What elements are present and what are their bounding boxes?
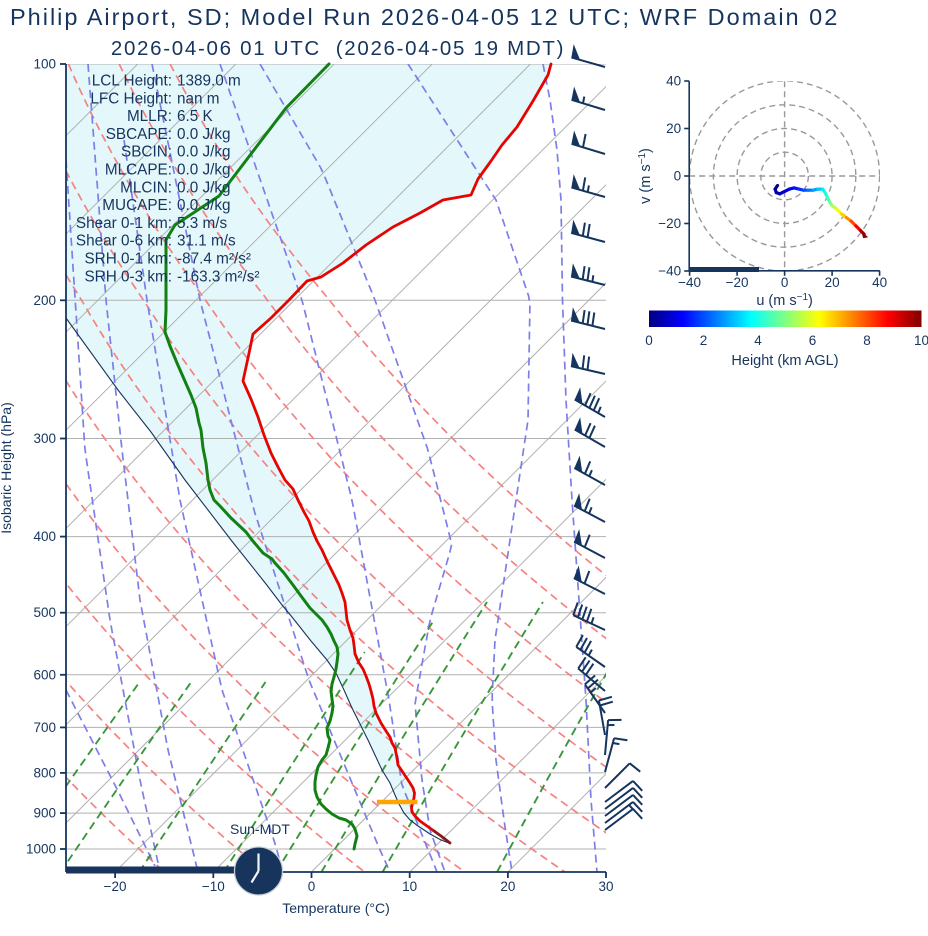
svg-text:20: 20	[666, 121, 681, 136]
svg-text:900: 900	[33, 806, 56, 821]
svg-text:40: 40	[872, 275, 887, 290]
svg-text:700: 700	[33, 720, 56, 735]
svg-text:MUCAPE:: MUCAPE:	[102, 197, 172, 214]
svg-text:600: 600	[33, 667, 56, 682]
svg-text:0.0 J/kg: 0.0 J/kg	[177, 144, 231, 161]
svg-text:MLCIN:: MLCIN:	[120, 179, 172, 196]
svg-text:6: 6	[809, 333, 817, 348]
svg-text:0: 0	[645, 333, 653, 348]
svg-text:1000: 1000	[26, 842, 56, 857]
svg-text:0.0 J/kg: 0.0 J/kg	[177, 179, 231, 196]
svg-text:0: 0	[781, 275, 789, 290]
svg-text:2: 2	[700, 333, 708, 348]
svg-text:8: 8	[863, 333, 871, 348]
svg-text:0: 0	[674, 169, 682, 184]
svg-text:2026-04-06 01 UTC (2026-04-05: 2026-04-06 01 UTC (2026-04-05 19 MDT)	[111, 37, 565, 60]
svg-text:LCL Height:: LCL Height:	[92, 73, 172, 90]
svg-text:31.1 m/s: 31.1 m/s	[177, 233, 236, 250]
svg-text:300: 300	[33, 431, 56, 446]
svg-text:−10: −10	[202, 879, 225, 894]
svg-text:MLCAPE:: MLCAPE:	[105, 162, 172, 179]
svg-text:0.0 J/kg: 0.0 J/kg	[177, 126, 231, 143]
svg-text:0.0 J/kg: 0.0 J/kg	[177, 197, 231, 214]
svg-text:MLLR:: MLLR:	[127, 108, 172, 125]
svg-text:Sun-MDT: Sun-MDT	[230, 821, 290, 837]
svg-text:SBCIN:: SBCIN:	[121, 144, 172, 161]
svg-text:Height (km AGL): Height (km AGL)	[731, 353, 838, 369]
svg-text:100: 100	[33, 57, 56, 72]
svg-text:500: 500	[33, 605, 56, 620]
svg-text:5.3 m/s: 5.3 m/s	[177, 215, 228, 232]
svg-text:800: 800	[33, 765, 56, 780]
svg-text:−20: −20	[658, 216, 681, 231]
svg-text:0: 0	[308, 879, 316, 894]
svg-text:4: 4	[754, 333, 762, 348]
svg-text:−40: −40	[658, 264, 681, 279]
svg-text:SRH 0-1 km:: SRH 0-1 km:	[84, 251, 172, 268]
svg-text:LFC Height:: LFC Height:	[90, 90, 172, 107]
svg-text:SRH 0-3 km:: SRH 0-3 km:	[84, 268, 172, 285]
svg-text:−20: −20	[104, 879, 127, 894]
svg-text:Shear 0-1 km:: Shear 0-1 km:	[76, 215, 172, 232]
svg-text:nan m: nan m	[177, 90, 220, 107]
svg-text:−40: −40	[678, 275, 701, 290]
svg-text:-163.3 m²/s²: -163.3 m²/s²	[177, 268, 259, 285]
svg-text:SBCAPE:: SBCAPE:	[106, 126, 172, 143]
svg-text:Temperature (°C): Temperature (°C)	[282, 900, 390, 916]
svg-text:Philip Airport, SD; Model Run: Philip Airport, SD; Model Run 2026-04-05…	[10, 4, 839, 30]
svg-text:Shear 0-6 km:: Shear 0-6 km:	[76, 233, 172, 250]
svg-text:10: 10	[914, 333, 928, 348]
svg-text:200: 200	[33, 293, 56, 308]
svg-text:0.0 J/kg: 0.0 J/kg	[177, 162, 231, 179]
svg-text:Isobaric Height (hPa): Isobaric Height (hPa)	[0, 402, 14, 534]
svg-text:400: 400	[33, 529, 56, 544]
svg-text:6.5 K: 6.5 K	[177, 108, 214, 125]
svg-text:1389.0 m: 1389.0 m	[177, 73, 241, 90]
svg-text:30: 30	[598, 879, 613, 894]
svg-text:20: 20	[825, 275, 840, 290]
svg-text:20: 20	[500, 879, 515, 894]
svg-text:10: 10	[402, 879, 417, 894]
svg-text:-87.4 m²/s²: -87.4 m²/s²	[177, 251, 251, 268]
svg-text:−20: −20	[726, 275, 749, 290]
svg-text:40: 40	[666, 74, 681, 89]
